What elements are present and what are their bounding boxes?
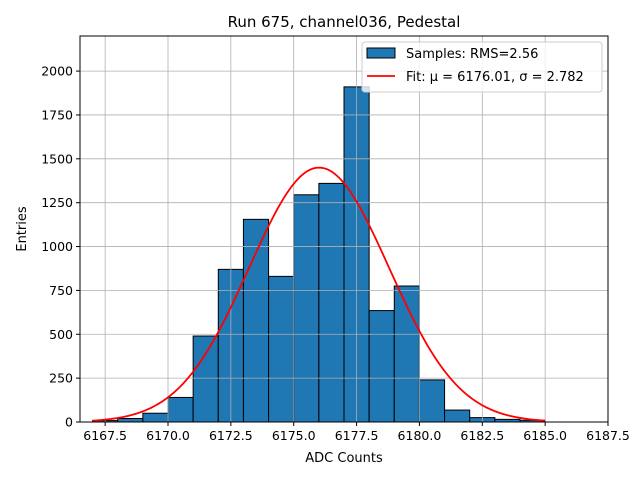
y-axis-label: Entries xyxy=(15,206,30,252)
y-tick-label: 1250 xyxy=(41,195,73,210)
x-tick-label: 6185.0 xyxy=(523,428,567,443)
y-tick-label: 1750 xyxy=(41,107,73,122)
x-tick-label: 6175.0 xyxy=(272,428,316,443)
plot-frame xyxy=(79,35,609,423)
fit-curve xyxy=(92,166,546,422)
histogram-bar xyxy=(142,412,169,423)
y-tick-label: 0 xyxy=(65,415,73,430)
y-tick-label: 750 xyxy=(49,283,73,298)
histogram-bar xyxy=(167,396,194,423)
y-tick-label: 500 xyxy=(49,327,73,342)
histogram-bar xyxy=(444,409,471,423)
x-tick-label: 6170.0 xyxy=(146,428,190,443)
histogram-bar xyxy=(117,417,144,423)
y-tick-label: 250 xyxy=(49,371,73,386)
histogram-bar xyxy=(192,335,219,423)
histogram-bar xyxy=(318,182,345,423)
y-tick-label: 1500 xyxy=(41,151,73,166)
x-tick-label: 6187.5 xyxy=(586,428,630,443)
y-tick-label: 1000 xyxy=(41,239,73,254)
chart-title: Run 675, channel036, Pedestal xyxy=(228,13,461,31)
histogram-bar xyxy=(268,275,295,423)
x-tick-label: 6167.5 xyxy=(83,428,127,443)
x-axis-label: ADC Counts xyxy=(305,451,383,466)
legend-fit-label: Fit: μ = 6176.01, σ = 2.782 xyxy=(406,70,584,85)
y-axis-ticks: 0 250 500 750 1000 1250 1500 1750 2000 xyxy=(41,64,80,430)
legend: Samples: RMS=2.56 Fit: μ = 6176.01, σ = … xyxy=(361,41,603,93)
fit-curve-group xyxy=(92,166,546,422)
legend-box xyxy=(361,41,603,93)
histogram-bar xyxy=(368,310,395,423)
histogram-bar xyxy=(242,218,270,423)
x-tick-label: 6172.5 xyxy=(209,428,253,443)
x-tick-label: 6177.5 xyxy=(335,428,379,443)
legend-samples-label: Samples: RMS=2.56 xyxy=(406,47,538,62)
grid xyxy=(80,36,609,423)
y-tick-label: 2000 xyxy=(41,64,73,79)
histogram-bars xyxy=(92,86,546,423)
x-tick-label: 6180.0 xyxy=(398,428,442,443)
histogram-bar xyxy=(293,194,320,423)
x-axis-ticks: 6167.5 6170.0 6172.5 6175.0 6177.5 6180.0 6182… xyxy=(83,422,630,443)
x-tick-label: 6182.5 xyxy=(460,428,504,443)
legend-samples-swatch xyxy=(366,47,396,59)
histogram-bar xyxy=(418,379,446,423)
